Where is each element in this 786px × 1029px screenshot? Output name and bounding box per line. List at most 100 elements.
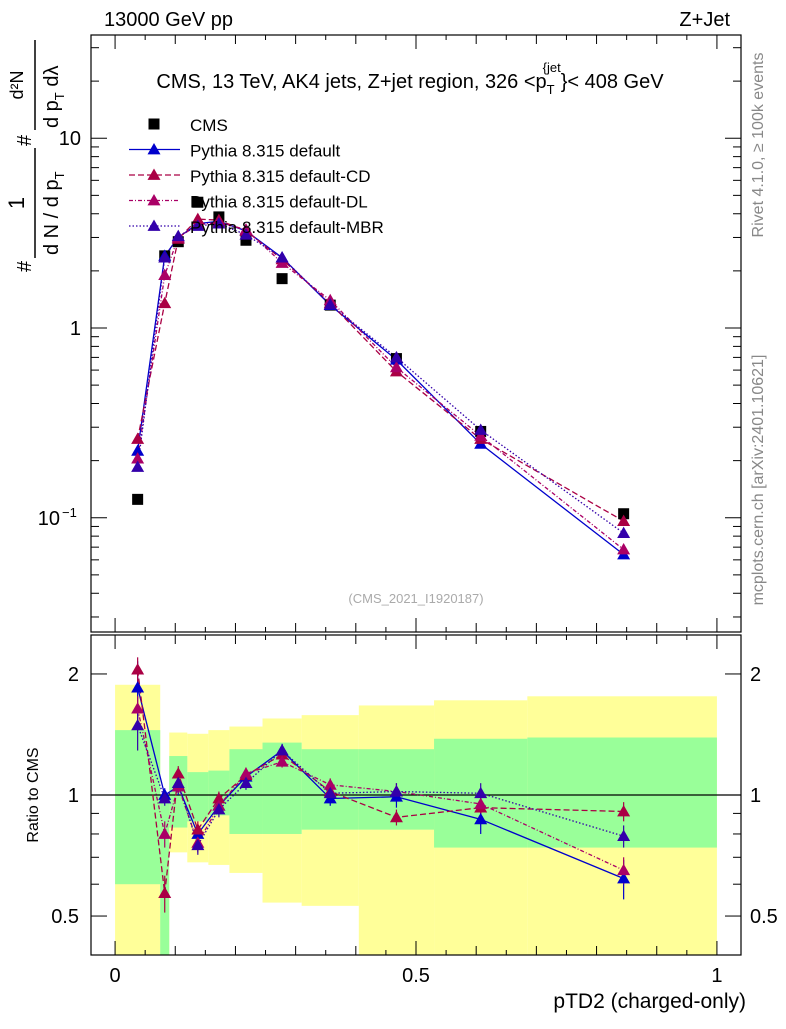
- plot-title-sub: T: [547, 82, 555, 97]
- ratio-ylabel: Ratio to CMS: [25, 747, 42, 842]
- analysis-id: (CMS_2021_I1920187): [348, 591, 483, 606]
- ratio-point-dl: [158, 827, 172, 839]
- legend-marker-dl: [147, 194, 161, 206]
- ratio-y-tick-label: 0.5: [51, 906, 79, 928]
- ratio-point-cd: [171, 767, 185, 779]
- main-ylabel: # 1 d N / d pT # d²N d pT dλ: [4, 40, 67, 272]
- ratio-point-mbr: [239, 776, 253, 789]
- ratio-point-cd: [131, 663, 145, 675]
- ratio-y-tick-label-right: 1: [750, 785, 761, 807]
- main-series-line-mbr: [136, 222, 625, 534]
- main-point-cms: [132, 493, 144, 505]
- main-point-dl: [617, 543, 631, 555]
- main-point-mbr: [171, 229, 185, 241]
- main-point-mbr: [212, 217, 226, 229]
- main-point-dl: [158, 268, 172, 280]
- main-point-mbr: [191, 219, 205, 231]
- plot-title: CMS, 13 TeV, AK4 jets, Z+jet region, 326…: [156, 60, 664, 97]
- ratio-point-dl: [275, 755, 289, 767]
- ylabel-frac1-den-text: d N / d p: [41, 179, 63, 255]
- ylabel-frac2-den-sub: T: [52, 92, 67, 100]
- main-series-line-dl: [137, 221, 625, 551]
- main-point-mbr: [158, 251, 172, 263]
- legend-marker-cd: [147, 168, 161, 180]
- ylabel-frac1-den: d N / d pT: [41, 171, 67, 255]
- main-frame: [90, 34, 742, 633]
- x-axis-label: pTD2 (charged-only): [553, 990, 746, 1013]
- ylabel-frac1-den-sub: T: [52, 171, 67, 179]
- main-point-cd: [617, 514, 631, 526]
- main-y-tick-label: 1: [70, 318, 81, 340]
- ratio-point-mbr: [389, 785, 403, 797]
- ylabel-frac1-num: 1: [4, 197, 29, 209]
- ylabel-frac2-den-text: d p: [41, 100, 63, 128]
- main-point-dl: [389, 360, 403, 373]
- plot-title-end: }< 408 GeV: [561, 71, 665, 93]
- main-point-default: [131, 444, 145, 456]
- main-series-line-cd: [137, 218, 624, 522]
- ratio-y-tick-label-right: 2: [750, 664, 761, 686]
- ratio-point-cd: [389, 810, 403, 823]
- ratio-point-dl: [474, 797, 488, 809]
- legend-marker-default: [147, 143, 161, 155]
- x-tick-label: 0: [110, 965, 121, 987]
- ratio-panel: 0 0.5 1 0.5 0.5 1 1 2 2: [51, 634, 778, 987]
- main-point-mbr: [239, 228, 253, 240]
- main-point-cms: [192, 196, 204, 208]
- ylabel-frac2-den: d pT dλ: [41, 66, 67, 128]
- main-y-tick-label: 10: [38, 508, 60, 530]
- main-point-mbr: [131, 460, 145, 472]
- ratio-point-mbr: [474, 786, 488, 799]
- ratio-point-mbr: [275, 744, 289, 756]
- legend-marker-cms: [148, 118, 160, 130]
- legend-label-default: Pythia 8.315 default: [190, 142, 341, 161]
- plot-title-sup: {jet: [543, 60, 561, 75]
- main-point-cd: [131, 432, 145, 444]
- legend: CMS Pythia 8.315 default Pythia 8.315 defa…: [129, 116, 384, 237]
- process-label: Z+Jet: [679, 9, 730, 31]
- band-inner-5: [229, 749, 263, 834]
- ylabel-frac2-num: d²N: [7, 70, 27, 99]
- ratio-point-mbr: [191, 838, 205, 851]
- ratio-y-tick-label: 1: [68, 785, 79, 807]
- band-inner-1: [160, 795, 170, 955]
- band-inner-10: [527, 737, 717, 848]
- main-point-dl: [474, 429, 488, 441]
- plot-title-main: CMS, 13 TeV, AK4 jets, Z+jet region, 326…: [156, 71, 546, 93]
- ylabel-frac2-den-end: dλ: [41, 66, 63, 93]
- ratio-point-mbr: [617, 829, 631, 842]
- ratio-point-mbr: [171, 776, 185, 789]
- x-tick-label: 1: [711, 965, 722, 987]
- main-point-mbr: [617, 526, 631, 538]
- ratio-point-default: [617, 871, 631, 884]
- ratio-point-dl: [323, 778, 337, 790]
- rivet-label: Rivet 4.1.0, ≥ 100k events: [750, 53, 767, 238]
- main-y-tick-label: 10: [59, 128, 81, 150]
- band-inner-3: [187, 772, 209, 822]
- site-label: mcplots.cern.ch [arXiv:2401.10621]: [750, 355, 767, 606]
- ratio-point-mbr: [323, 786, 337, 799]
- ratio-point-cd: [212, 792, 226, 804]
- main-point-cd: [158, 296, 172, 309]
- band-inner-0: [115, 730, 161, 885]
- ratio-point-cd: [158, 886, 172, 899]
- ratio-point-cd: [191, 823, 205, 835]
- ylabel-hash-2: #: [14, 134, 36, 146]
- legend-label-cms: CMS: [190, 116, 228, 135]
- main-y-tick-exponent: −1: [62, 505, 77, 520]
- ylabel-hash-1: #: [14, 260, 36, 272]
- main-point-cms: [276, 273, 288, 285]
- ratio-point-dl: [617, 863, 631, 876]
- ratio-point-default: [474, 812, 488, 825]
- main-point-mbr: [323, 297, 337, 310]
- main-point-mbr: [275, 251, 289, 263]
- band-outer-8: [358, 705, 435, 955]
- legend-label-mbr: Pythia 8.315 default-MBR: [190, 218, 384, 237]
- ratio-point-mbr: [131, 718, 145, 731]
- ratio-point-mbr: [158, 792, 172, 804]
- legend-marker-mbr: [147, 219, 161, 231]
- legend-label-dl: Pythia 8.315 default-DL: [190, 193, 368, 212]
- main-point-mbr: [389, 350, 403, 363]
